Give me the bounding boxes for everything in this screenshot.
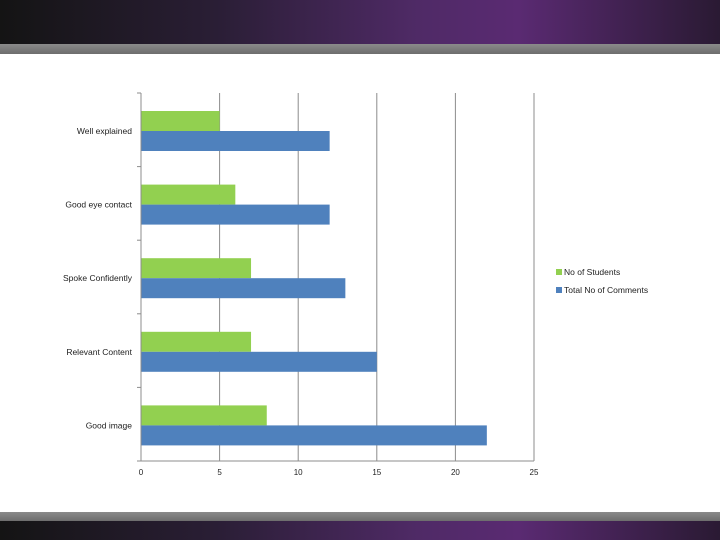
legend-label-students: No of Students <box>564 267 620 277</box>
category-labels: Well explained Good eye contact Spoke Conf… <box>63 126 133 430</box>
bottom-banner <box>0 521 720 540</box>
tick-labels: 0 5 10 15 20 25 <box>139 468 539 477</box>
x-tick-label-10: 10 <box>294 468 303 477</box>
category-label-2: Spoke Confidently <box>63 273 133 283</box>
bottom-divider-strip <box>0 512 720 521</box>
bar-students-1 <box>141 184 236 205</box>
x-tick-label-0: 0 <box>139 468 144 477</box>
bar-comments-1 <box>141 204 330 225</box>
bar-students-3 <box>141 331 252 352</box>
bar-students-0 <box>141 111 220 131</box>
bar-comments-3 <box>141 351 377 372</box>
bar-comments-0 <box>141 131 330 151</box>
category-label-1: Good eye contact <box>65 200 132 210</box>
bar-comments-2 <box>141 278 346 299</box>
category-label-4: Good image <box>86 420 133 430</box>
x-tick-label-15: 15 <box>372 468 381 477</box>
chart-legend: No of Students Total No of Comments <box>556 267 648 295</box>
chart-axis <box>137 92 534 462</box>
x-tick-label-20: 20 <box>451 468 460 477</box>
bar-students-2 <box>141 258 252 279</box>
chart-bars <box>141 111 487 446</box>
bar-students-4 <box>141 405 267 426</box>
legend-swatch-students <box>556 269 562 275</box>
legend-label-comments: Total No of Comments <box>564 285 648 295</box>
x-tick-label-5: 5 <box>217 468 222 477</box>
bar-comments-4 <box>141 425 487 446</box>
legend-swatch-comments <box>556 287 562 293</box>
x-tick-label-25: 25 <box>530 468 539 477</box>
category-label-3: Relevant Content <box>66 347 132 357</box>
top-banner <box>0 0 720 44</box>
category-label-0: Well explained <box>77 126 132 136</box>
top-divider-strip <box>0 44 720 54</box>
